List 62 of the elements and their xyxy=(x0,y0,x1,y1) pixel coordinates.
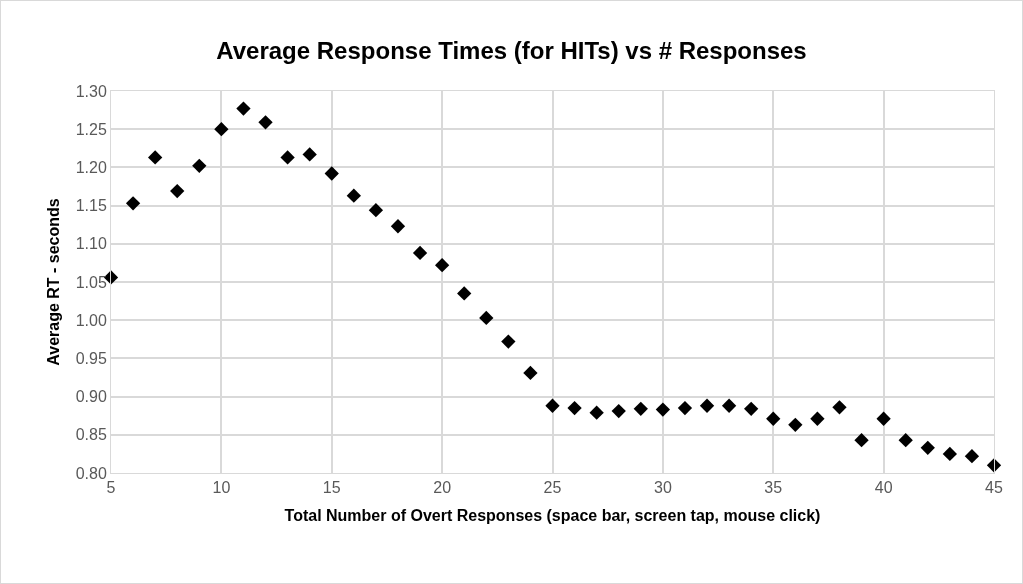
point xyxy=(589,405,604,420)
point xyxy=(302,147,317,162)
point xyxy=(810,411,825,426)
point xyxy=(611,403,626,419)
y-tick-label: 0.80 xyxy=(75,464,107,482)
y-tick-label: 0.95 xyxy=(75,350,107,367)
point xyxy=(655,402,671,417)
y-tick-label: 1.00 xyxy=(75,311,107,329)
y-tick-label: 1.15 xyxy=(75,197,107,215)
x-tick-label: 30 xyxy=(653,479,672,497)
point xyxy=(214,122,229,137)
y-axis-title: Average RT - seconds xyxy=(44,198,62,366)
point xyxy=(280,150,295,165)
point xyxy=(457,286,472,301)
x-tick-label: 20 xyxy=(433,479,452,497)
point xyxy=(766,411,781,426)
point xyxy=(479,310,494,326)
point xyxy=(434,258,450,273)
y-tick-label: 1.30 xyxy=(75,82,107,100)
point xyxy=(412,245,428,261)
point xyxy=(125,196,141,211)
point xyxy=(788,417,803,433)
point xyxy=(898,433,913,448)
x-axis-title: Total Number of Overt Responses (space bar, screen tap, mouse click) xyxy=(284,506,821,524)
point xyxy=(854,433,869,448)
point xyxy=(192,158,207,174)
point xyxy=(677,400,693,416)
x-tick-label: 15 xyxy=(322,479,341,497)
point xyxy=(501,334,516,349)
x-tick-label: 25 xyxy=(543,479,562,497)
y-tick-label: 1.05 xyxy=(75,273,107,291)
point xyxy=(368,203,384,218)
y-tick-label: 0.85 xyxy=(75,426,107,444)
point xyxy=(832,400,847,415)
point xyxy=(567,400,582,416)
point xyxy=(148,150,163,165)
point xyxy=(390,219,406,234)
chart-title: Average Response Times (for HITs) vs # Responses xyxy=(216,36,807,64)
point xyxy=(523,365,538,381)
x-tick-label: 5 xyxy=(106,479,116,497)
point xyxy=(744,401,759,416)
point xyxy=(236,101,251,116)
point xyxy=(920,440,935,455)
point xyxy=(258,115,273,130)
y-tick-label: 0.90 xyxy=(75,388,107,406)
point xyxy=(545,398,560,413)
point xyxy=(699,398,715,413)
y-tick-label: 1.10 xyxy=(75,235,107,253)
point xyxy=(876,411,891,426)
point xyxy=(633,401,648,416)
point xyxy=(170,183,185,199)
x-tick-label: 10 xyxy=(212,479,231,497)
point xyxy=(721,398,737,413)
point xyxy=(964,449,980,464)
x-tick-label: 40 xyxy=(874,479,893,497)
y-tick-label: 1.25 xyxy=(75,120,107,138)
x-tick-label: 35 xyxy=(764,479,783,497)
point xyxy=(324,166,339,181)
point xyxy=(346,188,361,203)
y-tick-label: 1.20 xyxy=(75,159,107,176)
x-tick-label: 45 xyxy=(985,479,1003,497)
point xyxy=(942,446,957,462)
